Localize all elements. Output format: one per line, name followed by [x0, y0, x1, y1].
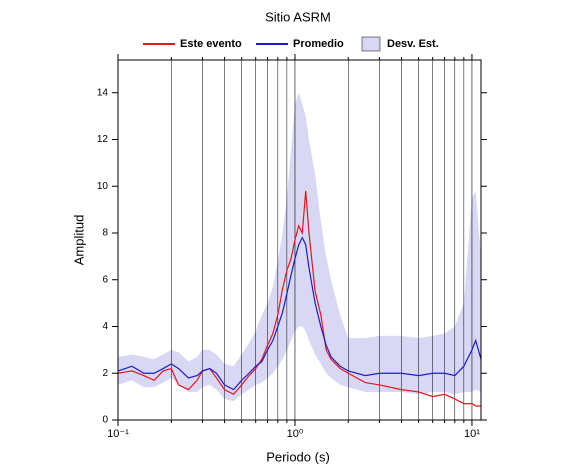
y-tick-label: 10	[97, 181, 109, 192]
x-tick-label: 10⁰	[287, 428, 304, 440]
y-tick-label: 0	[102, 415, 108, 426]
legend-swatch	[361, 36, 381, 52]
plot-frame	[117, 59, 482, 421]
legend-label: Este evento	[180, 38, 242, 50]
legend-label: Promedio	[293, 38, 344, 50]
chart-title: Sitio ASRM	[265, 9, 331, 24]
plot-area	[117, 59, 482, 421]
y-tick-label: 4	[102, 321, 108, 332]
y-tick-label: 12	[97, 134, 109, 145]
y-tick-label: 2	[102, 368, 108, 379]
y-axis-title: Amplitud	[71, 215, 86, 266]
data-line	[117, 190, 481, 407]
data-line	[117, 236, 482, 391]
std-band	[118, 92, 481, 402]
x-tick-label: 10¹	[464, 428, 480, 440]
y-tick-label: 14	[97, 87, 109, 98]
y-tick-label: 6	[102, 274, 108, 285]
y-tick-label: 8	[102, 228, 108, 239]
legend: Este evento Promedio Desv. Est.	[143, 36, 439, 52]
x-axis-title: Periodo (s)	[266, 449, 330, 464]
legend-label: Desv. Est.	[387, 38, 439, 50]
x-tick-label: 10⁻¹	[107, 428, 129, 440]
